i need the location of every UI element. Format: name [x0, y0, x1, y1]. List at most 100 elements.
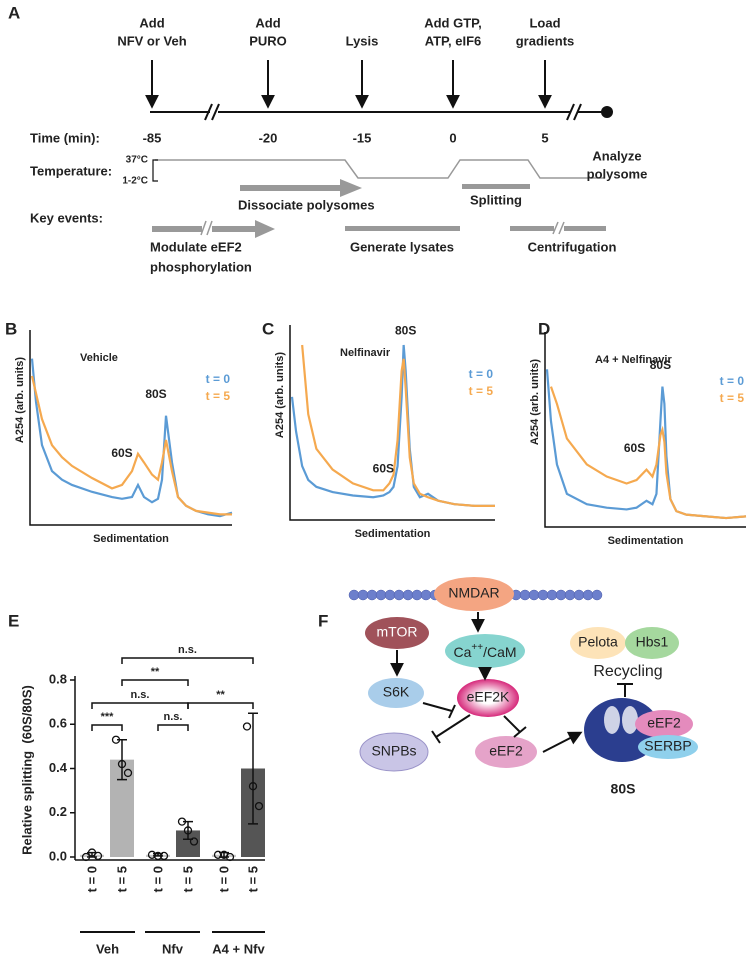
event-label: Lysis [346, 33, 379, 48]
node-label-part: /CaM [483, 644, 516, 660]
node-label: eEF2K [467, 689, 510, 705]
legend-label: t = 5 [469, 384, 494, 398]
eef2-node [475, 736, 537, 768]
data-point [248, 782, 258, 791]
y-tick-label: 0.8 [49, 671, 67, 686]
y-axis-label: A254 (arb. units) [274, 352, 286, 439]
pelota-node [570, 627, 626, 659]
data-point [111, 735, 121, 744]
error-bar [248, 712, 258, 825]
y-tick-label: 0.6 [49, 716, 67, 731]
membrane-bead [411, 589, 423, 601]
significance-bracket [187, 702, 254, 709]
data-point [87, 848, 97, 857]
chart-title: A4 + Nelfinavir [595, 354, 672, 366]
membrane-bead [537, 589, 549, 601]
data-point [153, 851, 163, 861]
data-point [189, 837, 199, 846]
node-label: Pelota [578, 634, 618, 650]
data-point [242, 722, 252, 731]
y-tick-label: 0.0 [49, 848, 67, 863]
eef2k-node [457, 679, 519, 717]
ribosome-site [622, 706, 638, 734]
data-point [123, 768, 133, 778]
panel-letter: E [8, 611, 19, 630]
peak-label: 60S [111, 446, 132, 460]
ribo-eef2-node [635, 710, 693, 738]
significance-label: n.s. [164, 711, 183, 723]
peak-label: 80S [650, 358, 671, 372]
membrane-bead [402, 589, 414, 601]
membrane-bead [546, 589, 558, 601]
axis [289, 325, 495, 521]
x-axis-label: Sedimentation [608, 535, 684, 547]
panel-letter: F [318, 611, 328, 630]
significance-label: n.s. [178, 644, 197, 656]
group-label: A4 + Nfv [212, 941, 265, 956]
data-point [117, 759, 127, 769]
peak-label: 80S [395, 323, 416, 337]
data-point [93, 851, 103, 861]
time-label: 0 [449, 130, 456, 145]
group-label: Veh [96, 941, 119, 956]
membrane-bead [555, 589, 567, 601]
node-label-part: ++ [471, 642, 483, 653]
x-axis-label: Sedimentation [355, 528, 431, 540]
membrane-bead [384, 589, 396, 601]
chart-title: Vehicle [80, 352, 118, 364]
temperature-label: 37°C [126, 155, 148, 166]
significance-bracket [91, 724, 123, 731]
y-axis-label: A254 (arb. units) [529, 359, 541, 446]
event-label: Add [139, 15, 164, 30]
significance-bracket [157, 724, 189, 731]
profile-line [30, 358, 233, 518]
panel-letter: C [262, 319, 274, 338]
significance-bracket [121, 657, 254, 664]
significance-label: n.s. [131, 689, 150, 701]
axis [544, 332, 746, 528]
key-event-label: Centrifugation [528, 239, 617, 254]
time-label: -15 [353, 130, 372, 145]
data-point [183, 826, 193, 835]
axis [29, 330, 232, 526]
timeline [150, 103, 603, 121]
membrane-bead [348, 589, 360, 601]
end-label: Analyze [592, 148, 641, 163]
serbp-node [638, 735, 698, 759]
membrane-bead [375, 589, 387, 601]
data-point [213, 850, 223, 859]
significance-label: *** [101, 711, 115, 723]
row-label: Key events: [30, 210, 103, 225]
row-label: Time (min): [30, 130, 100, 145]
panel-letter: D [538, 319, 550, 338]
panel-letter: A [8, 3, 20, 22]
profile-line [549, 386, 747, 520]
node-label-part: Ca [453, 644, 471, 660]
hbs1-node [625, 627, 679, 659]
event-label: NFV or Veh [117, 33, 186, 48]
event-label: PURO [249, 33, 287, 48]
node-label: NMDAR [448, 585, 499, 601]
error-bar [117, 738, 127, 781]
event-label: Add GTP, [424, 15, 482, 30]
profile-line [301, 344, 495, 507]
break-marks [200, 220, 565, 236]
phase-label: Dissociate polysomes [238, 197, 375, 212]
profile-line [545, 369, 747, 520]
node-label: Recycling [593, 663, 662, 680]
x-tick-label: t = 0 [150, 866, 165, 892]
y-tick-label: 0.4 [49, 760, 68, 775]
membrane-bead [582, 589, 594, 601]
chart-title: Nelfinavir [340, 347, 391, 359]
data-point [159, 851, 169, 861]
phase-label: Splitting [470, 192, 522, 207]
time-label: -85 [143, 130, 162, 145]
membrane-bead [591, 589, 603, 601]
x-tick-label: t = 5 [180, 866, 195, 892]
end-dot [601, 106, 613, 118]
membrane-bead [420, 589, 432, 601]
node-label: mTOR [377, 624, 418, 640]
event-label: Load [529, 15, 560, 30]
node-label: Hbs1 [636, 634, 669, 650]
membrane-bead [393, 589, 405, 601]
